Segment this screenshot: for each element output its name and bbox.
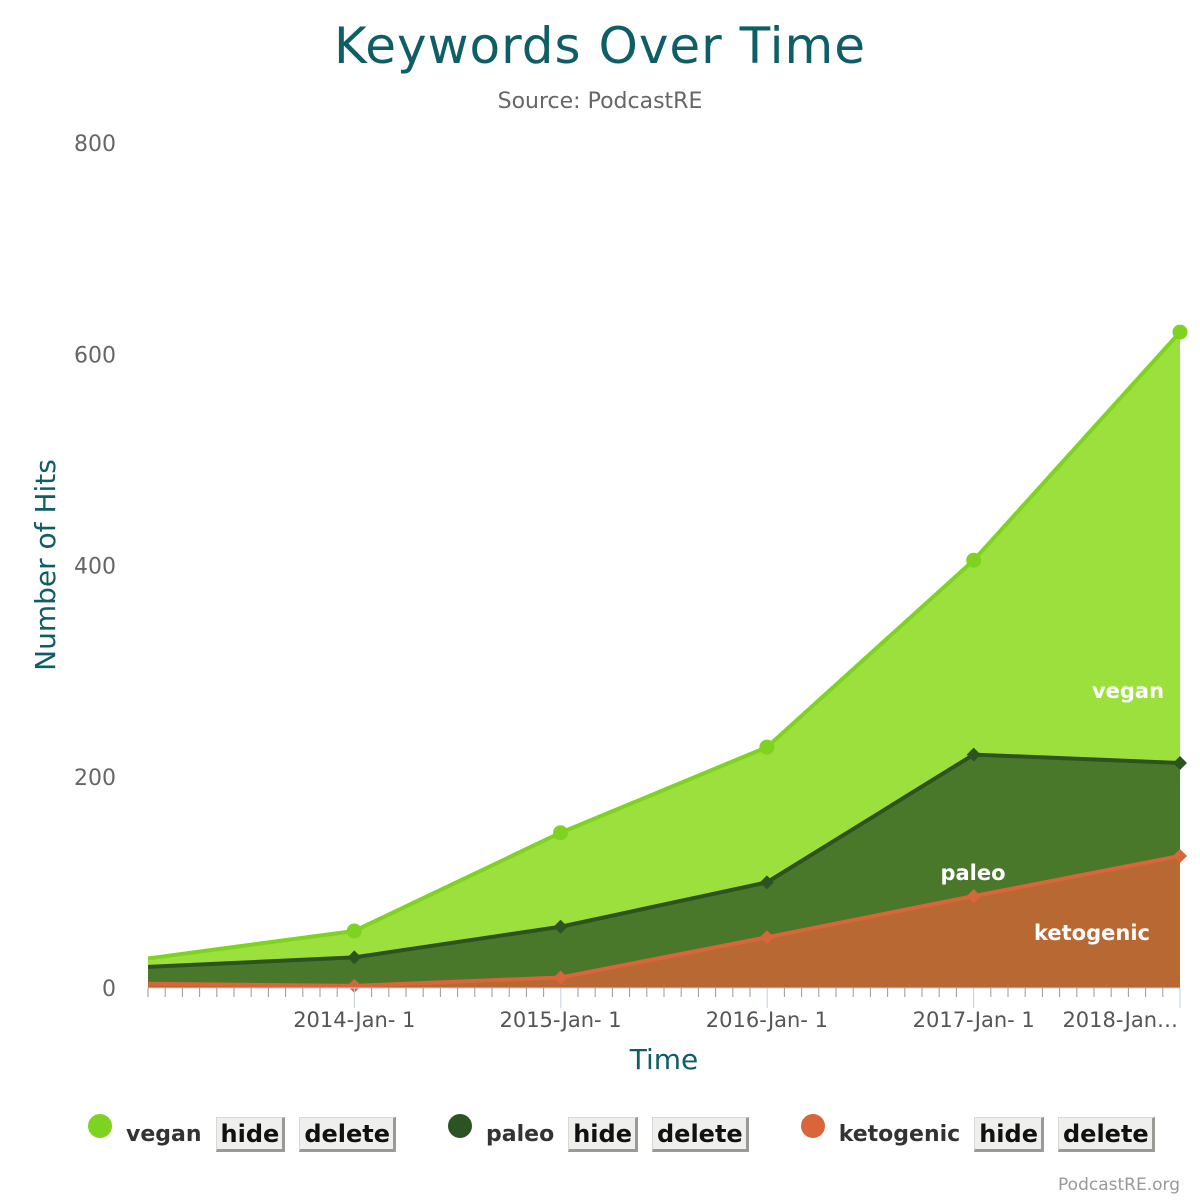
hide-ketogenic-button[interactable]: hide	[974, 1116, 1044, 1152]
vegan-point	[346, 923, 362, 939]
x-axis-title: Time	[629, 1043, 699, 1076]
ketogenic-series-label: ketogenic	[1034, 921, 1150, 945]
legend-item-vegan[interactable]: vegan hide delete	[88, 1114, 410, 1152]
x-tick-label: 2014-Jan- 1	[293, 1008, 415, 1032]
paleo-legend-marker	[448, 1114, 473, 1138]
plot-lines	[147, 330, 1182, 988]
legend-item-ketogenic[interactable]: ketogenic hide delete	[800, 1114, 1169, 1152]
vegan-area	[148, 332, 1180, 967]
paleo-point	[759, 875, 774, 890]
paleo-point	[347, 950, 362, 965]
x-tick-label: 2015-Jan- 1	[499, 1008, 621, 1032]
legend-label-paleo[interactable]: paleo	[486, 1121, 555, 1147]
legend-label-ketogenic[interactable]: ketogenic	[838, 1121, 961, 1147]
paleo-line	[147, 752, 1181, 969]
ketogenic-line	[147, 854, 1181, 988]
chart-subtitle: Source: PodcastRE	[498, 89, 703, 114]
vegan-point	[759, 739, 775, 755]
delete-vegan-button[interactable]: delete	[299, 1116, 397, 1152]
legend-label-vegan[interactable]: vegan	[126, 1121, 202, 1147]
paleo-point	[966, 747, 981, 762]
ketogenic-point	[1173, 848, 1187, 863]
vegan-point	[553, 825, 569, 841]
vegan-point	[1172, 324, 1188, 340]
paleo-point	[1173, 756, 1187, 771]
delete-ketogenic-button[interactable]: delete	[1058, 1116, 1155, 1152]
plot-areas	[148, 332, 1180, 988]
delete-paleo-button[interactable]: delete	[651, 1116, 749, 1152]
ketogenic-legend-marker	[800, 1114, 825, 1138]
x-tick-label: 2017-Jan- 1	[913, 1008, 1035, 1032]
ketogenic-point	[553, 970, 568, 985]
hide-vegan-button[interactable]: hide	[215, 1116, 286, 1152]
y-tick-label: 600	[74, 343, 116, 368]
y-axis-ticks: 0 200 400 600 800	[74, 132, 116, 1002]
chart-credit[interactable]: PodcastRE.org	[1058, 1175, 1180, 1195]
y-axis-title: Number of Hits	[29, 459, 62, 671]
y-tick-label: 200	[74, 766, 116, 791]
ketogenic-point	[966, 889, 981, 904]
vegan-legend-marker	[88, 1114, 112, 1138]
y-tick-label: 800	[74, 132, 116, 157]
chart-title: Keywords Over Time	[334, 17, 866, 75]
vegan-series-label: vegan	[1092, 679, 1164, 703]
plot-markers	[346, 324, 1188, 993]
vegan-line	[147, 330, 1182, 961]
paleo-point	[553, 919, 568, 934]
paleo-area	[148, 754, 1180, 986]
x-axis: 2014-Jan- 1 2015-Jan- 1 2016-Jan- 1 2017-Ja…	[147, 987, 1181, 1032]
paleo-series-label: paleo	[940, 861, 1005, 885]
series-labels: ketogenic paleo vegan	[940, 679, 1164, 945]
ketogenic-area	[148, 855, 1180, 988]
ketogenic-point	[347, 978, 362, 993]
x-tick-label: 2016-Jan- 1	[706, 1008, 828, 1032]
vegan-point	[966, 552, 982, 568]
y-tick-label: 0	[102, 977, 116, 1002]
x-tick-label: 2018-Jan…	[1062, 1008, 1178, 1032]
chart-legend: vegan hide delete paleo hide delete keto…	[88, 1112, 1200, 1156]
ketogenic-point	[759, 930, 774, 945]
y-tick-label: 400	[74, 555, 116, 580]
legend-item-paleo[interactable]: paleo hide delete	[448, 1114, 763, 1152]
hide-paleo-button[interactable]: hide	[568, 1116, 638, 1152]
